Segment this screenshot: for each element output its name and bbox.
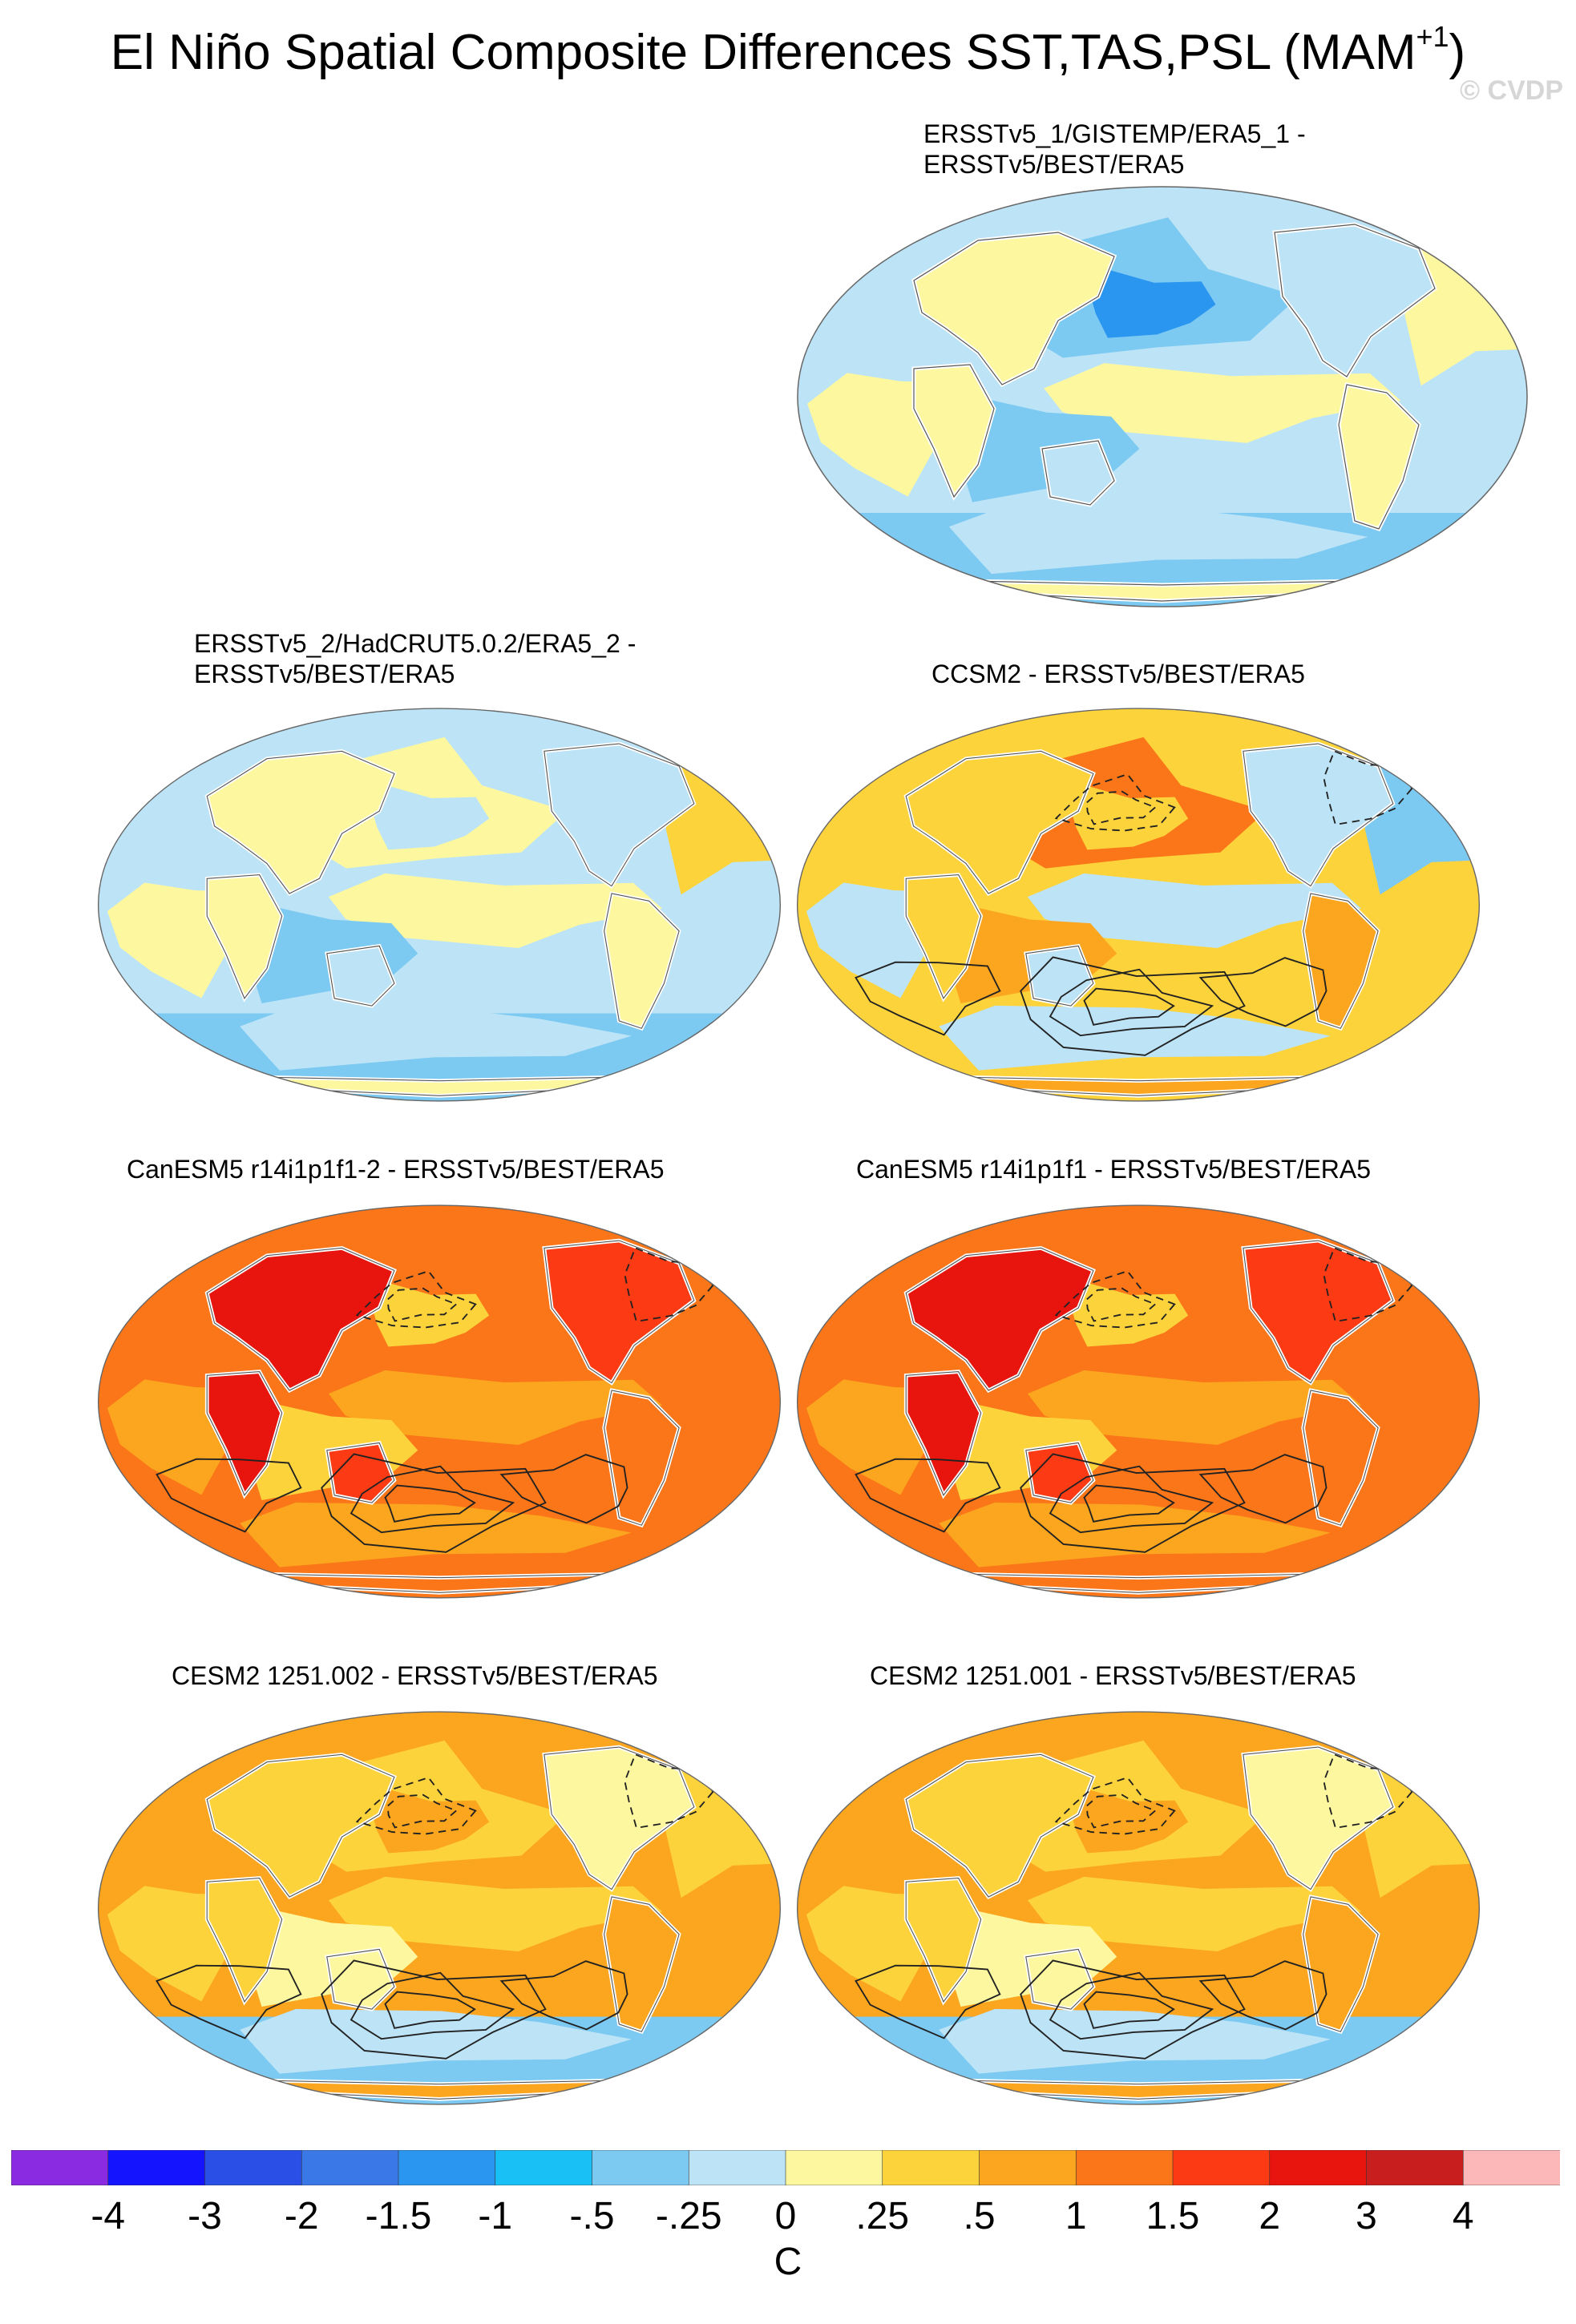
colorbar-swatch	[592, 2150, 690, 2185]
map-panel-p4: CanESM5 r14i1p1f1-2 - ERSSTv5/BEST/ERA5	[95, 1154, 832, 1715]
colorbar-tick-label: 0	[774, 2195, 797, 2237]
colorbar-tick-label: 1.5	[1146, 2195, 1200, 2237]
colorbar-tick-label: -1.5	[365, 2195, 432, 2237]
figure-title-superscript: +1	[1416, 20, 1449, 53]
continent	[199, 1572, 680, 1595]
colorbar-swatch	[785, 2150, 883, 2185]
colorbar-tick-label: 2	[1259, 2195, 1281, 2237]
robinson-map	[797, 186, 1528, 607]
panel-title: CESM2 1251.002 - ERSSTv5/BEST/ERA5	[172, 1660, 657, 1691]
colorbar-swatch	[882, 2150, 980, 2185]
colorbar-swatch	[1366, 2150, 1465, 2185]
panel-title-line1: CESM2 1251.001 - ERSSTv5/BEST/ERA5	[870, 1661, 1356, 1690]
colorbar-tick-label: -4	[91, 2195, 126, 2237]
robinson-map	[97, 1204, 782, 1599]
panel-title: ERSSTv5_2/HadCRUT5.0.2/ERA5_2 - ERSSTv5/…	[194, 628, 636, 689]
continent	[199, 1075, 680, 1098]
continent	[905, 579, 1420, 603]
colorbar	[11, 2150, 1560, 2185]
panel-title-line1: CanESM5 r14i1p1f1-2 - ERSSTv5/BEST/ERA5	[127, 1155, 665, 1184]
continent	[199, 2078, 680, 2101]
panel-title-line1: ERSSTv5_2/HadCRUT5.0.2/ERA5_2 -	[194, 629, 636, 658]
colorbar-swatch	[398, 2150, 496, 2185]
figure-title-text: El Niño Spatial Composite Differences SS…	[110, 25, 1416, 80]
colorbar-tick-label: -.25	[655, 2195, 722, 2237]
colorbar-unit: C	[774, 2241, 802, 2283]
map-panel-p5: CanESM5 r14i1p1f1 - ERSSTv5/BEST/ERA5	[794, 1154, 1531, 1715]
panel-title-line1: ERSSTv5_1/GISTEMP/ERA5_1 -	[923, 119, 1306, 148]
colorbar-swatch	[1172, 2150, 1271, 2185]
map-panel-p2: ERSSTv5_2/HadCRUT5.0.2/ERA5_2 - ERSSTv5/…	[95, 628, 832, 1189]
continent	[898, 1075, 1379, 1098]
robinson-map	[796, 1711, 1481, 2105]
colorbar-tick-label: 1	[1065, 2195, 1087, 2237]
colorbar-tick-label: -2	[284, 2195, 319, 2237]
colorbar-swatch	[495, 2150, 593, 2185]
colorbar-tick-label: 3	[1356, 2195, 1377, 2237]
colorbar-tick-label: -1	[478, 2195, 513, 2237]
colorbar-swatch	[301, 2150, 399, 2185]
map-outline	[97, 1711, 782, 2105]
map-panel-p3: CCSM2 - ERSSTv5/BEST/ERA5	[794, 628, 1531, 1189]
panel-title: CanESM5 r14i1p1f1-2 - ERSSTv5/BEST/ERA5	[127, 1154, 665, 1184]
panel-title-line2: ERSSTv5/BEST/ERA5	[194, 660, 455, 688]
map-outline	[97, 708, 782, 1102]
map-field	[797, 708, 1480, 1101]
colorbar-tick-label: .5	[963, 2195, 996, 2237]
colorbar-swatch	[688, 2150, 786, 2185]
colorbar-swatch	[1075, 2150, 1174, 2185]
colorbar-tick-label: -3	[188, 2195, 222, 2237]
panel-title: CanESM5 r14i1p1f1 - ERSSTv5/BEST/ERA5	[856, 1154, 1371, 1184]
robinson-map	[97, 1711, 782, 2105]
map-outline	[796, 1711, 1481, 2105]
panel-title-line1: CCSM2 - ERSSTv5/BEST/ERA5	[931, 660, 1305, 688]
panel-title: ERSSTv5_1/GISTEMP/ERA5_1 - ERSSTv5/BEST/…	[923, 119, 1306, 180]
figure-title-suffix: )	[1449, 25, 1466, 80]
robinson-map	[97, 708, 782, 1102]
colorbar-swatch	[204, 2150, 303, 2185]
colorbar-tick-label: .25	[855, 2195, 910, 2237]
map-outline	[797, 186, 1528, 607]
figure-title: El Niño Spatial Composite Differences SS…	[0, 22, 1576, 82]
psl-contours	[156, 1247, 714, 1553]
panel-title-line1: CESM2 1251.002 - ERSSTv5/BEST/ERA5	[172, 1661, 658, 1690]
psl-contours	[855, 1247, 1413, 1553]
map-field	[797, 1205, 1480, 1598]
map-panel-p6: CESM2 1251.002 - ERSSTv5/BEST/ERA5	[95, 1660, 832, 2221]
colorbar-swatch	[1462, 2150, 1560, 2185]
map-panel-p7: CESM2 1251.001 - ERSSTv5/BEST/ERA5	[794, 1660, 1531, 2221]
colorbar-tick-label: 4	[1452, 2195, 1474, 2237]
map-panel-p1: ERSSTv5_1/GISTEMP/ERA5_1 - ERSSTv5/BEST/…	[794, 119, 1531, 680]
continent	[898, 2078, 1379, 2101]
watermark: © CVDP	[1460, 75, 1563, 106]
robinson-map	[796, 708, 1481, 1102]
continent	[898, 1572, 1379, 1595]
panel-title: CCSM2 - ERSSTv5/BEST/ERA5	[931, 659, 1305, 689]
psl-contours	[855, 750, 1413, 1056]
panel-title-line2: ERSSTv5/BEST/ERA5	[923, 150, 1185, 179]
panel-title-line1: CanESM5 r14i1p1f1 - ERSSTv5/BEST/ERA5	[856, 1155, 1372, 1184]
psl-contours	[855, 1753, 1413, 2060]
panel-title: CESM2 1251.001 - ERSSTv5/BEST/ERA5	[870, 1660, 1356, 1691]
colorbar-swatch	[107, 2150, 206, 2185]
map-outline	[97, 1204, 782, 1599]
colorbar-swatch	[979, 2150, 1077, 2185]
map-outline	[796, 708, 1481, 1102]
robinson-map	[796, 1204, 1481, 1599]
colorbar-tick-label: -.5	[569, 2195, 615, 2237]
colorbar-swatch	[11, 2150, 109, 2185]
map-outline	[796, 1204, 1481, 1599]
colorbar-swatch	[1269, 2150, 1368, 2185]
